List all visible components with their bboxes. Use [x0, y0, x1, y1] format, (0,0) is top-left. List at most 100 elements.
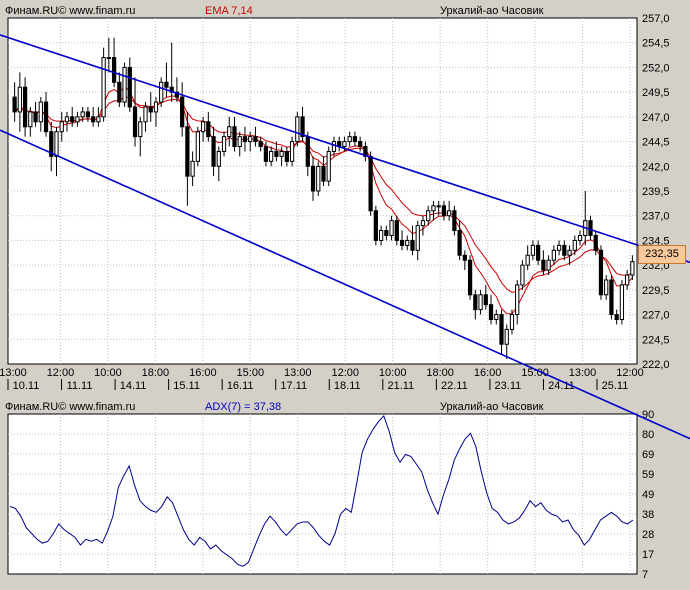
candle-body [258, 141, 263, 148]
price-tick-label: 254,5 [642, 38, 670, 50]
candle-body [551, 249, 556, 261]
candle-body [279, 150, 284, 157]
candle-body [394, 220, 399, 241]
candle-body [399, 239, 405, 246]
candle-body [242, 136, 248, 143]
candle-body [85, 111, 91, 118]
candle-body [436, 205, 441, 208]
adx-indicator-label: ADX(7) = 37,38 [205, 401, 282, 413]
adx-tick-label: 17 [642, 549, 654, 561]
time-tick-label: 12:00 [47, 367, 75, 379]
candle-body [520, 264, 525, 286]
candle-body [132, 106, 138, 138]
channel-lower-line [0, 129, 690, 440]
candle-body [75, 116, 80, 123]
candle-body [373, 210, 378, 241]
price-tick-label: 252,0 [642, 62, 670, 74]
candle-body [310, 165, 316, 192]
candle-body [525, 254, 530, 266]
adx-panel [7, 413, 638, 575]
price-tick-label: 234,5 [642, 235, 670, 247]
candle-body [200, 121, 206, 133]
candle-body [577, 234, 583, 241]
price-tick-label: 242,0 [642, 161, 670, 173]
candle-body [269, 150, 274, 162]
time-tick-label: 15:00 [521, 367, 549, 379]
candle-body [530, 244, 536, 256]
candle-body [488, 304, 494, 321]
time-tick-label: 16:00 [189, 367, 217, 379]
candle-body [237, 136, 242, 148]
candle-body [588, 220, 593, 236]
candle-body [80, 111, 85, 118]
candle-body [358, 141, 363, 148]
candle-body [164, 81, 169, 88]
candle-body [289, 141, 295, 162]
time-tick-label: 18:00 [142, 367, 170, 379]
candle-body [625, 274, 630, 286]
ema-indicator-label: EMA 7,14 [205, 5, 253, 17]
candle-body [598, 249, 604, 296]
candle-body [604, 279, 609, 296]
candle-body [378, 230, 384, 241]
candle-body [593, 234, 598, 251]
date-tick-label: 22.11 [441, 380, 468, 392]
candle-body [64, 116, 70, 123]
candle-body [483, 294, 488, 306]
candle-body [347, 136, 352, 143]
candle-body [54, 131, 59, 157]
candle-body [148, 106, 153, 113]
candle-body [211, 136, 216, 167]
candle-body [216, 150, 221, 167]
candle-body [195, 131, 200, 162]
main-instrument-title: Уркалий-ао Часовик [440, 5, 544, 17]
candle-body [138, 121, 143, 138]
time-tick-label: 12:00 [331, 367, 359, 379]
candle-body [494, 314, 499, 321]
adx-tick-label: 7 [642, 569, 648, 581]
time-tick-label: 10:00 [94, 367, 122, 379]
time-tick-label: 13:00 [0, 367, 27, 379]
candle-body [111, 57, 117, 83]
date-tick-label: 17.11 [280, 380, 307, 392]
candle-body [609, 279, 614, 316]
candle-body [384, 230, 389, 236]
candle-body [426, 210, 431, 222]
date-tick-label: 21.11 [387, 380, 414, 392]
price-tick-label: 257,0 [642, 13, 670, 25]
date-tick-label: 10.11 [13, 380, 40, 392]
date-tick-label: 11.11 [67, 380, 93, 392]
candle-body [49, 131, 54, 157]
candle-body [562, 244, 567, 256]
time-tick-label: 13:00 [569, 367, 597, 379]
candle-body [342, 141, 347, 148]
candle-body [420, 220, 426, 227]
candle-body [515, 284, 520, 316]
candle-body [227, 126, 232, 138]
candle-body [295, 116, 300, 143]
candle-body [12, 96, 17, 113]
candle-body [619, 284, 625, 321]
candle-body [180, 96, 185, 128]
candle-body [117, 81, 122, 103]
candle-body [352, 136, 358, 143]
time-tick-label: 16:00 [474, 367, 502, 379]
time-tick-label: 10:00 [379, 367, 407, 379]
candle-body [190, 160, 195, 177]
candle-body [462, 254, 467, 261]
candle-body [614, 314, 619, 321]
main-source-text: Финам.RU© www.finam.ru [5, 5, 136, 17]
price-tick-label: 247,0 [642, 112, 670, 124]
candle-body [232, 126, 237, 148]
candle-body [473, 294, 478, 311]
candle-body [331, 141, 337, 152]
candle-body [38, 101, 43, 123]
price-tick-label: 227,0 [642, 310, 670, 322]
date-tick-label: 15.11 [173, 380, 200, 392]
candle-body [122, 66, 127, 103]
adx-tick-label: 28 [642, 529, 654, 541]
time-tick-label: 18:00 [426, 367, 454, 379]
price-tick-label: 229,5 [642, 285, 670, 297]
candle-body [363, 146, 368, 157]
